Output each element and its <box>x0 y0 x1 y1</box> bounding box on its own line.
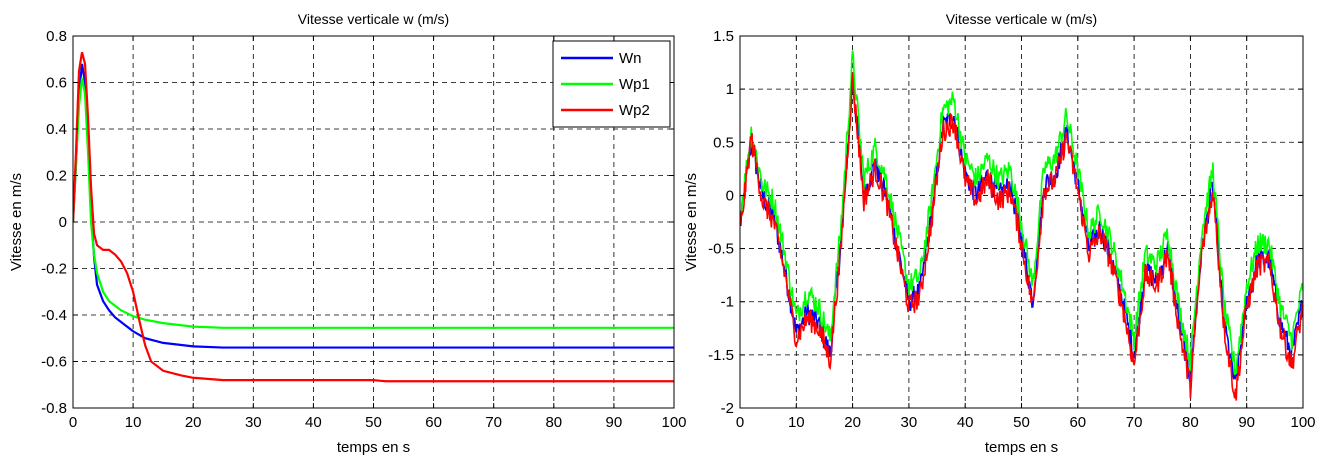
x-tick-label: 100 <box>661 414 686 431</box>
y-tick-label: 0.5 <box>713 134 734 151</box>
x-tick-label: 30 <box>901 414 918 431</box>
y-tick-label: -0.2 <box>41 261 67 278</box>
x-tick-label: 80 <box>545 414 562 431</box>
x-tick-label: 80 <box>1182 414 1199 431</box>
series-line-2 <box>740 50 1303 376</box>
chart-title: Vitesse verticale w (m/s) <box>946 11 1097 27</box>
y-tick-label: 0 <box>59 214 67 231</box>
x-tick-label: 40 <box>957 414 974 431</box>
y-tick-label: -2 <box>721 400 734 417</box>
y-tick-label: -1 <box>721 294 734 311</box>
x-tick-label: 20 <box>844 414 861 431</box>
chart-1: 0 10 20 30 40 50 60 70 80 90 100 -0.8 -0.6 -0.4 -0.2 0 0… <box>8 11 687 456</box>
legend-label-wp1: Wp1 <box>619 76 650 93</box>
x-tick-label: 90 <box>1238 414 1255 431</box>
y-tick-label: -0.8 <box>41 400 67 417</box>
y-tick-label: 0.2 <box>46 168 67 185</box>
series-group <box>73 52 674 383</box>
y-axis-label: Vitesse en m/s <box>683 173 700 271</box>
legend: Wn Wp1 Wp2 <box>552 40 671 128</box>
x-tick-label: 70 <box>1126 414 1143 431</box>
y-tick-label: -1.5 <box>708 347 734 364</box>
y-tick-label: -0.6 <box>41 354 67 371</box>
chart-title: Vitesse verticale w (m/s) <box>298 11 449 27</box>
x-tick-label: 90 <box>606 414 623 431</box>
y-tick-label: 0.6 <box>46 75 67 92</box>
series-line-wp1 <box>73 77 674 329</box>
x-tick-label: 50 <box>365 414 382 431</box>
x-axis-label: temps en s <box>337 439 410 456</box>
x-tick-label: 30 <box>245 414 262 431</box>
x-tick-label: 70 <box>485 414 502 431</box>
y-tick-label: 1.5 <box>713 28 734 45</box>
y-tick-label: 0 <box>726 187 734 204</box>
x-tick-label: 10 <box>788 414 805 431</box>
chart-2: 0 10 20 30 40 50 60 70 80 90 100 -2 -1.5 -1 -0.5 0 0.5 1 1… <box>683 11 1316 456</box>
x-tick-label: 0 <box>736 414 744 431</box>
y-axis-label: Vitesse en m/s <box>8 173 25 271</box>
x-tick-label: 20 <box>185 414 202 431</box>
y-tick-label: 0.8 <box>46 28 67 45</box>
x-tick-label: 40 <box>305 414 322 431</box>
x-axis-label: temps en s <box>985 439 1058 456</box>
legend-label-wn: Wn <box>619 50 642 67</box>
y-tick-label: 0.4 <box>46 121 67 138</box>
x-tick-label: 60 <box>1069 414 1086 431</box>
legend-label-wp2: Wp2 <box>619 102 650 119</box>
series-line-3 <box>740 72 1303 401</box>
series-line-wp2 <box>73 52 674 383</box>
x-tick-label: 50 <box>1013 414 1030 431</box>
x-tick-label: 10 <box>125 414 142 431</box>
series-group <box>740 50 1303 401</box>
y-tick-label: -0.5 <box>708 241 734 258</box>
y-tick-label: 1 <box>726 81 734 98</box>
x-tick-label: 60 <box>425 414 442 431</box>
x-tick-label: 0 <box>69 414 77 431</box>
y-tick-label: -0.4 <box>41 307 67 324</box>
x-tick-label: 100 <box>1290 414 1315 431</box>
